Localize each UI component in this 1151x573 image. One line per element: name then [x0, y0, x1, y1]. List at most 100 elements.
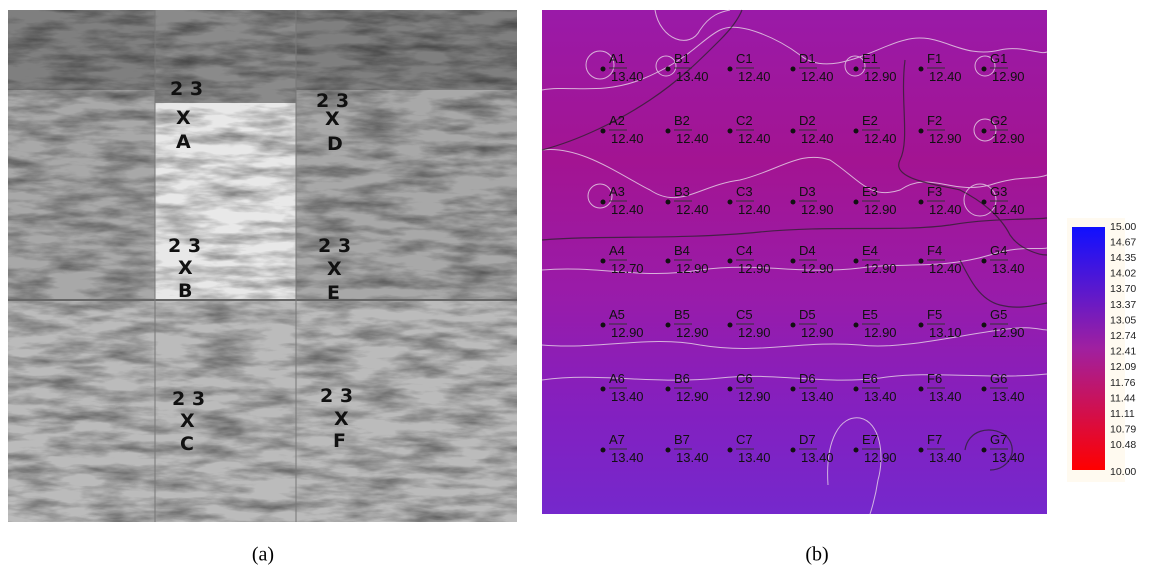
sample-point: [601, 67, 606, 72]
point-label: G6: [990, 371, 1007, 386]
point-value: 12.40: [738, 131, 771, 146]
point-label: B2: [674, 113, 690, 128]
sample-point: [601, 259, 606, 264]
marker-letter: C: [180, 433, 194, 455]
point-label: D1: [799, 51, 816, 66]
sample-point: [791, 67, 796, 72]
point-label: A4: [609, 243, 625, 258]
point-value: 13.40: [929, 389, 962, 404]
point-label: E1: [862, 51, 878, 66]
colorbar-label: 11.76: [1110, 377, 1136, 389]
sample-point: [791, 323, 796, 328]
point-label: B6: [674, 371, 690, 386]
point-value: 12.40: [992, 202, 1025, 217]
point-value: 12.90: [864, 450, 897, 465]
sample-point: [919, 129, 924, 134]
point-label: E5: [862, 307, 878, 322]
point-value: 13.40: [929, 450, 962, 465]
sample-point: [666, 200, 671, 205]
sample-point: [601, 448, 606, 453]
sample-point: [601, 200, 606, 205]
point-label: G3: [990, 184, 1007, 199]
point-value: 12.90: [864, 69, 897, 84]
point-label: E2: [862, 113, 878, 128]
point-value: 12.90: [864, 261, 897, 276]
panel-a: [8, 10, 517, 522]
point-label: C3: [736, 184, 753, 199]
point-label: D5: [799, 307, 816, 322]
point-value: 12.90: [676, 325, 709, 340]
sample-point: [728, 448, 733, 453]
point-label: G1: [990, 51, 1007, 66]
point-label: E3: [862, 184, 878, 199]
point-label: B5: [674, 307, 690, 322]
point-value: 12.40: [801, 131, 834, 146]
point-value: 12.90: [992, 131, 1025, 146]
point-label: E4: [862, 243, 878, 258]
point-value: 12.90: [801, 325, 834, 340]
colorbar: [1072, 227, 1105, 470]
sample-point: [919, 200, 924, 205]
point-value: 12.40: [738, 202, 771, 217]
point-value: 12.40: [929, 261, 962, 276]
point-label: F1: [927, 51, 942, 66]
sample-point: [728, 129, 733, 134]
point-value: 12.90: [992, 69, 1025, 84]
point-label: A6: [609, 371, 625, 386]
point-value: 12.40: [676, 131, 709, 146]
sample-point: [666, 387, 671, 392]
sample-point: [854, 67, 859, 72]
point-label: B1: [674, 51, 690, 66]
marker-letter: D: [327, 133, 343, 155]
colorbar-label: 13.70: [1110, 283, 1136, 295]
point-label: C1: [736, 51, 753, 66]
sample-point: [601, 129, 606, 134]
point-label: F3: [927, 184, 942, 199]
point-label: D2: [799, 113, 816, 128]
point-value: 12.90: [676, 389, 709, 404]
colorbar-label: 13.05: [1110, 314, 1136, 326]
colorbar-label: 12.74: [1110, 330, 1136, 342]
caption: (b): [805, 544, 828, 566]
colorbar-label: 11.44: [1110, 392, 1136, 404]
point-value: 12.90: [738, 389, 771, 404]
sample-point: [728, 200, 733, 205]
sample-point: [919, 387, 924, 392]
sample-point: [854, 448, 859, 453]
colorbar-label: 14.35: [1110, 252, 1136, 264]
sample-point: [728, 67, 733, 72]
point-label: B4: [674, 243, 690, 258]
sample-point: [601, 323, 606, 328]
marker-numbers: 2 3: [318, 235, 351, 257]
point-label: A1: [609, 51, 625, 66]
point-value: 12.40: [801, 69, 834, 84]
point-value: 13.40: [676, 69, 709, 84]
sample-point: [601, 387, 606, 392]
colorbar-label: 10.79: [1110, 424, 1136, 436]
point-value: 13.40: [676, 450, 709, 465]
point-value: 12.90: [864, 202, 897, 217]
sample-point: [791, 129, 796, 134]
marker-letter: F: [333, 430, 346, 452]
point-value: 12.90: [738, 325, 771, 340]
point-label: A7: [609, 432, 625, 447]
point-value: 13.40: [864, 389, 897, 404]
marker-cross: X: [176, 107, 191, 129]
point-value: 12.40: [738, 69, 771, 84]
point-value: 12.90: [801, 261, 834, 276]
sample-point: [791, 259, 796, 264]
marker-numbers: 2 3: [168, 235, 201, 257]
point-label: D4: [799, 243, 816, 258]
marker-cross: X: [180, 410, 195, 432]
point-value: 13.40: [992, 261, 1025, 276]
colorbar-label: 10.00: [1110, 466, 1136, 478]
marker-cross: X: [325, 108, 340, 130]
sample-point: [854, 129, 859, 134]
point-label: G2: [990, 113, 1007, 128]
colorbar-label: 15.00: [1110, 221, 1136, 233]
point-value: 12.40: [929, 202, 962, 217]
sample-point: [728, 259, 733, 264]
sample-point: [854, 200, 859, 205]
colorbar-label: 12.09: [1110, 361, 1136, 373]
point-label: F2: [927, 113, 942, 128]
